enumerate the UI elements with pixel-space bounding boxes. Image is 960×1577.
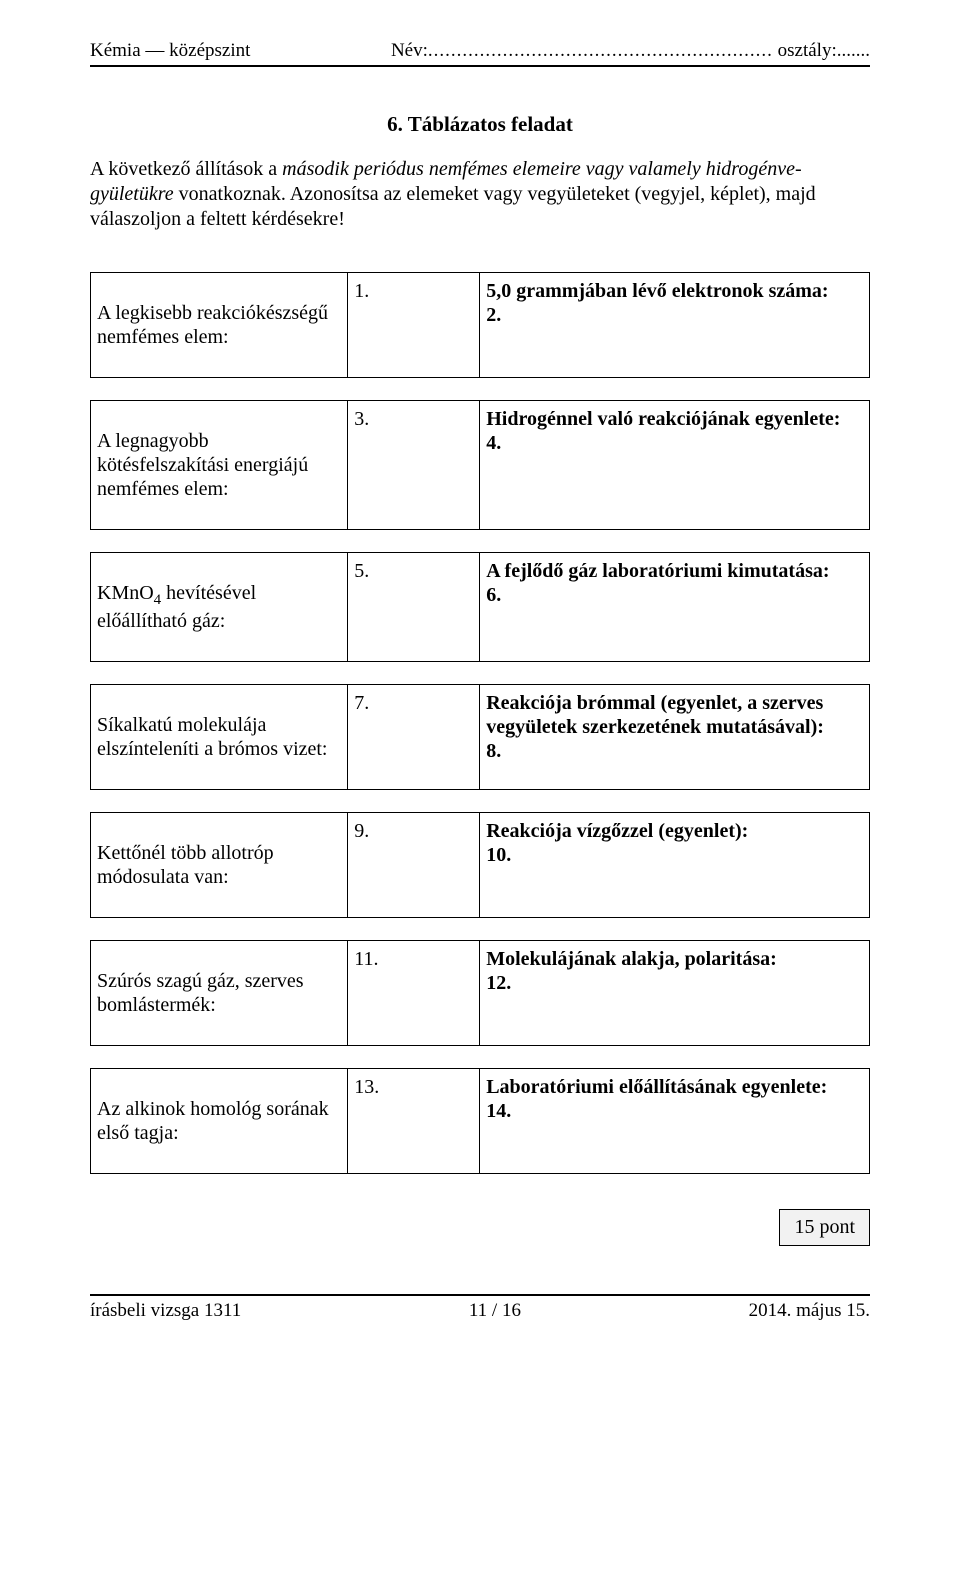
header-rule: [90, 65, 870, 67]
table-row: Síkalkatú molekulája elszínteleníti a br…: [90, 684, 870, 790]
header-subject: Kémia — középszint: [90, 40, 250, 62]
cell-right-num: 12.: [486, 972, 511, 994]
cell-mid: 9.: [348, 813, 480, 918]
page-header: Kémia — középszint Név:.................…: [90, 40, 870, 62]
cell-right-num: 2.: [486, 304, 501, 326]
cell-right: A fejlődő gáz laboratóriumi kimutatása: …: [480, 553, 870, 662]
cell-mid: 13.: [348, 1069, 480, 1174]
table-row: Az alkinok homológ sorának első tagja: 1…: [90, 1068, 870, 1174]
cell-right-num: 8.: [486, 740, 501, 762]
intro-text-1: A következő állítások a: [90, 158, 282, 180]
cell-right-num: 10.: [486, 844, 511, 866]
cell-mid: 11.: [348, 941, 480, 1046]
cell-right-num: 4.: [486, 432, 501, 454]
header-name-field: Név:....................................…: [391, 40, 870, 62]
cell-mid: 1.: [348, 273, 480, 378]
cell-left: KMnO4 hevítésével előállítható gáz:: [91, 553, 348, 662]
cell-right-num: 6.: [486, 584, 501, 606]
table-row: Kettőnél több allotróp módosulata van: 9…: [90, 812, 870, 918]
footer-center: 11 / 16: [469, 1300, 521, 1322]
table-row: KMnO4 hevítésével előállítható gáz: 5. A…: [90, 552, 870, 662]
intro-text-2: vonatkoznak. Azonosítsa az elemeket vagy…: [90, 183, 816, 230]
cell-right-label: 5,0 grammjában lévő elektronok száma:: [486, 280, 828, 302]
cell-left: Kettőnél több allotróp módosulata van:: [91, 813, 348, 918]
header-class-label: osztály:.......: [773, 40, 870, 61]
task-title: 6. Táblázatos feladat: [90, 112, 870, 137]
table-row: Szúrós szagú gáz, szerves bomlástermék: …: [90, 940, 870, 1046]
cell-left: Szúrós szagú gáz, szerves bomlástermék:: [91, 941, 348, 1046]
cell-right-label: Hidrogénnel való reakciójának egyenlete:: [486, 408, 840, 430]
header-name-dots: ........................................…: [428, 40, 773, 61]
cell-left: A legkisebb reakciókészségű nemfémes ele…: [91, 273, 348, 378]
cell-right: 5,0 grammjában lévő elektronok száma: 2.: [480, 273, 870, 378]
cell-left: Az alkinok homológ sorának első tagja:: [91, 1069, 348, 1174]
points-container: 15 pont: [90, 1209, 870, 1246]
cell-right-label: A fejlődő gáz laboratóriumi kimutatása:: [486, 560, 829, 582]
page: Kémia — középszint Név:.................…: [0, 0, 960, 1352]
table-row: A legkisebb reakciókészségű nemfémes ele…: [90, 272, 870, 378]
footer-left: írásbeli vizsga 1311: [90, 1300, 241, 1322]
cell-right: Laboratóriumi előállításának egyenlete: …: [480, 1069, 870, 1174]
cell-left: A legnagyobb kötésfelszakítási energiájú…: [91, 401, 348, 530]
cell-mid: 5.: [348, 553, 480, 662]
task-intro: A következő állítások a második periódus…: [90, 157, 870, 232]
cell-right-label: Laboratóriumi előállításának egyenlete:: [486, 1076, 827, 1098]
cell-right: Molekulájának alakja, polaritása: 12.: [480, 941, 870, 1046]
tables-container: A legkisebb reakciókészségű nemfémes ele…: [90, 272, 870, 1174]
cell-right: Hidrogénnel való reakciójának egyenlete:…: [480, 401, 870, 530]
cell-mid: 3.: [348, 401, 480, 530]
cell-right: Reakciója vízgőzzel (egyenlet): 10.: [480, 813, 870, 918]
table-row: A legnagyobb kötésfelszakítási energiájú…: [90, 400, 870, 530]
footer-rule: [90, 1294, 870, 1296]
cell-right: Reakciója brómmal (egyenlet, a szerves v…: [480, 685, 870, 790]
header-name-label: Név:: [391, 40, 428, 61]
cell-right-label: Reakciója vízgőzzel (egyenlet):: [486, 820, 748, 842]
cell-mid: 7.: [348, 685, 480, 790]
cell-right-num: 14.: [486, 1100, 511, 1122]
points-box: 15 pont: [779, 1209, 870, 1246]
page-footer: írásbeli vizsga 1311 11 / 16 2014. május…: [90, 1300, 870, 1322]
cell-right-label: Molekulájának alakja, polaritása:: [486, 948, 777, 970]
cell-right-label: Reakciója brómmal (egyenlet, a szerves v…: [486, 692, 824, 738]
cell-left: Síkalkatú molekulája elszínteleníti a br…: [91, 685, 348, 790]
footer-right: 2014. május 15.: [749, 1300, 870, 1322]
